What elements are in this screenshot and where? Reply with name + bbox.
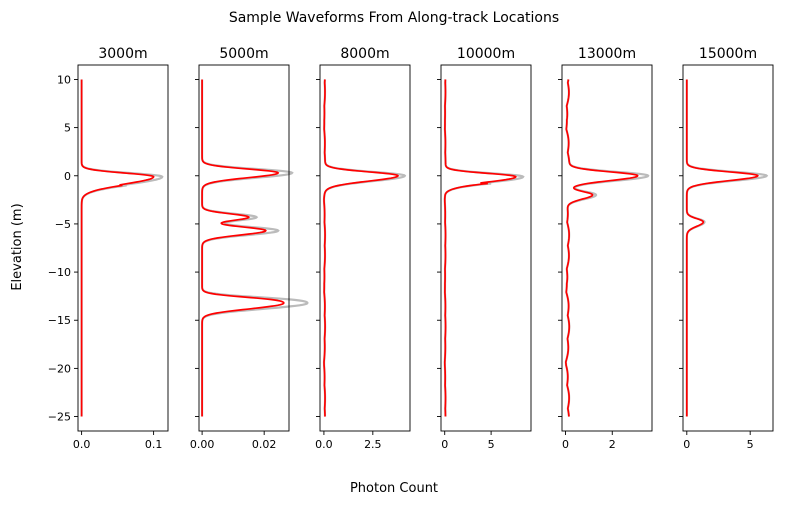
x-axis-label: Photon Count: [350, 481, 438, 496]
panel-title: 3000m: [98, 46, 147, 62]
fit-line: [685, 79, 769, 417]
panel-4: 10000m 0 5: [437, 46, 532, 451]
y-tick-label: −20: [48, 362, 71, 375]
y-tick-label: 5: [64, 122, 71, 135]
waveform-line: [80, 79, 155, 417]
panel-title: 10000m: [457, 46, 515, 62]
panel-1: 3000m 10 5 0 −5 −10 −15 −20 −25 0.0 0.1: [48, 46, 169, 451]
waveform-line: [323, 79, 400, 417]
panel-6: 15000m 0 5: [679, 46, 774, 451]
axes-frame: [319, 64, 411, 432]
axes-frame: [440, 64, 532, 432]
y-axis-label: Elevation (m): [10, 203, 25, 290]
waveform-line: [201, 79, 285, 417]
x-tick-label: 5: [488, 438, 495, 451]
y-tick-label: −10: [48, 266, 71, 279]
panel-title: 5000m: [219, 46, 268, 62]
fit-line: [80, 79, 164, 417]
panel-title: 8000m: [340, 46, 389, 62]
y-tick-label: −5: [55, 218, 71, 231]
fit-line: [564, 79, 650, 417]
panel-title: 13000m: [578, 46, 636, 62]
axes-frame: [198, 64, 290, 432]
panel-3: 8000m 0.0 2.5: [315, 46, 411, 451]
x-tick-label: 0: [562, 438, 569, 451]
axes-frame: [682, 64, 774, 432]
x-tick-label: 0.0: [73, 438, 91, 451]
x-tick-label: 0.1: [145, 438, 163, 451]
fit-line: [443, 79, 525, 417]
waveform-line: [564, 79, 639, 417]
x-tick-label: 2.5: [364, 438, 382, 451]
axes-frame: [561, 64, 653, 432]
y-tick-label: −25: [48, 411, 71, 424]
fit-line: [322, 79, 407, 417]
axes-frame: [77, 64, 169, 432]
x-tick-label: 0.00: [190, 438, 215, 451]
waveform-line: [685, 79, 759, 417]
x-tick-label: 5: [747, 438, 754, 451]
waveform-line: [443, 79, 517, 417]
fit-line: [201, 79, 309, 417]
x-tick-label: 2: [609, 438, 616, 451]
panel-title: 15000m: [699, 46, 757, 62]
figure-title: Sample Waveforms From Along-track Locati…: [229, 10, 559, 26]
x-tick-label: 0.02: [252, 438, 277, 451]
panel-2: 5000m 0.00 0.02: [190, 46, 309, 451]
x-tick-label: 0.0: [315, 438, 333, 451]
x-tick-label: 0: [441, 438, 448, 451]
y-tick-label: 0: [64, 170, 71, 183]
panel-5: 13000m 0 2: [558, 46, 653, 451]
y-tick-label: −15: [48, 314, 71, 327]
y-tick-label: 10: [57, 73, 71, 86]
x-tick-label: 0: [683, 438, 690, 451]
